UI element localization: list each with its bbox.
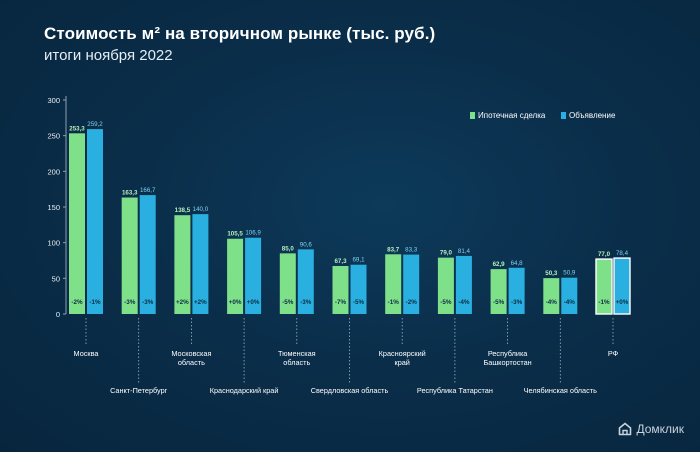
bar-mortgage <box>174 215 191 314</box>
legend-swatch-listing <box>561 112 566 119</box>
bar-mortgage <box>595 258 613 315</box>
bar-value-label: 62,9 <box>493 261 506 268</box>
bar-change-label: -1% <box>388 299 400 306</box>
bar-listing <box>455 255 472 314</box>
bar-listing <box>192 214 209 314</box>
bar-value-label: 163,3 <box>122 190 138 197</box>
bar-change-label: -1% <box>598 299 610 306</box>
category-label: Республика Татарстан <box>417 386 493 395</box>
bar-change-label: -5% <box>282 299 294 306</box>
bar-value-label: 140,0 <box>193 206 209 213</box>
bar-change-label: -5% <box>493 299 505 306</box>
category-label: Московская <box>171 349 211 358</box>
y-tick-label: 150 <box>47 203 60 212</box>
bar-value-label: 83,3 <box>405 247 418 254</box>
bar-mortgage <box>385 254 402 314</box>
bar-change-label: -3% <box>124 299 136 306</box>
bar-listing <box>87 129 103 314</box>
category-label: область <box>283 358 310 367</box>
bar-change-label: -4% <box>564 299 576 306</box>
bar-change-label: -2% <box>71 299 83 306</box>
bar-mortgage <box>69 133 85 314</box>
category-label: Свердловская область <box>311 386 389 395</box>
bar-change-label: +0% <box>616 299 629 306</box>
bar-value-label: 90,6 <box>300 241 313 248</box>
bar-listing <box>297 249 314 314</box>
bar-value-label: 77,0 <box>598 251 611 258</box>
bar-listing <box>613 257 631 315</box>
category-label: область <box>178 358 205 367</box>
bar-change-label: +0% <box>229 299 242 306</box>
category-label: Челябинская область <box>524 386 597 395</box>
category-label: Тюменская <box>278 349 316 358</box>
bar-value-label: 85,0 <box>282 245 295 252</box>
brand-logo: Домклик <box>618 422 684 436</box>
category-label: Москва <box>74 349 100 358</box>
bar-value-label: 166,7 <box>140 187 156 194</box>
bar-mortgage <box>437 257 454 314</box>
y-tick-label: 50 <box>52 274 60 283</box>
bar-mortgage <box>279 253 296 314</box>
category-label: край <box>395 358 410 367</box>
y-tick-label: 300 <box>47 96 60 105</box>
bar-value-label: 79,0 <box>440 250 453 257</box>
bar-value-label: 78,4 <box>616 250 629 257</box>
bar-mortgage <box>490 269 507 314</box>
category-label: Краснодарский край <box>210 386 279 395</box>
legend-swatch-mortgage <box>470 112 475 119</box>
bar-mortgage <box>332 265 349 314</box>
bar-value-label: 83,7 <box>387 246 400 253</box>
legend-label-mortgage: Ипотечная сделка <box>478 111 546 120</box>
bar-mortgage <box>543 278 560 314</box>
bar-value-label: 81,4 <box>458 248 471 255</box>
bar-value-label: 69,1 <box>352 257 365 264</box>
y-tick-label: 0 <box>56 310 60 319</box>
y-tick-label: 250 <box>47 132 60 141</box>
bar-listing <box>245 237 262 314</box>
bar-value-label: 253,3 <box>69 125 85 132</box>
bar-listing <box>561 277 578 314</box>
bar-change-label: -4% <box>458 299 470 306</box>
chart-title: Стоимость м² на вторичном рынке (тыс. ру… <box>44 24 436 43</box>
bar-value-label: 105,5 <box>227 231 243 238</box>
bar-value-label: 106,9 <box>245 230 261 237</box>
category-label: Санкт-Петербург <box>110 386 168 395</box>
bar-change-label: +2% <box>194 299 207 306</box>
category-label: РФ <box>608 349 619 358</box>
legend-label-listing: Объявление <box>569 111 616 120</box>
category-label: Республика <box>488 349 528 358</box>
y-tick-label: 100 <box>47 239 60 248</box>
category-label: Красноярский <box>379 349 426 358</box>
bar-mortgage <box>227 238 244 314</box>
bar-value-label: 64,8 <box>511 260 524 267</box>
y-tick-label: 200 <box>47 167 60 176</box>
bar-change-label: -1% <box>89 299 101 306</box>
bar-change-label: -3% <box>511 299 523 306</box>
bar-change-label: -5% <box>353 299 365 306</box>
bar-change-label: -2% <box>406 299 418 306</box>
bar-listing <box>139 195 156 314</box>
brand-name: Домклик <box>636 422 684 436</box>
bar-change-label: -4% <box>546 299 558 306</box>
bar-value-label: 67,3 <box>334 258 347 265</box>
bar-listing <box>508 267 525 314</box>
chart-subtitle: итоги ноября 2022 <box>44 47 173 64</box>
bar-change-label: -3% <box>142 299 154 306</box>
bar-change-label: -7% <box>335 299 347 306</box>
bar-mortgage <box>121 197 138 314</box>
bar-value-label: 259,2 <box>87 121 103 128</box>
bar-change-label: +2% <box>176 299 189 306</box>
bar-listing <box>350 264 367 314</box>
category-label: Башкортостан <box>483 358 531 367</box>
bar-value-label: 138,5 <box>175 207 191 214</box>
bar-change-label: -3% <box>300 299 312 306</box>
bar-listing <box>403 254 420 314</box>
bar-value-label: 50,9 <box>563 270 576 277</box>
domclick-house-icon <box>619 422 632 436</box>
bar-change-label: +0% <box>247 299 260 306</box>
bar-change-label: -5% <box>440 299 452 306</box>
bar-value-label: 50,3 <box>545 270 558 277</box>
